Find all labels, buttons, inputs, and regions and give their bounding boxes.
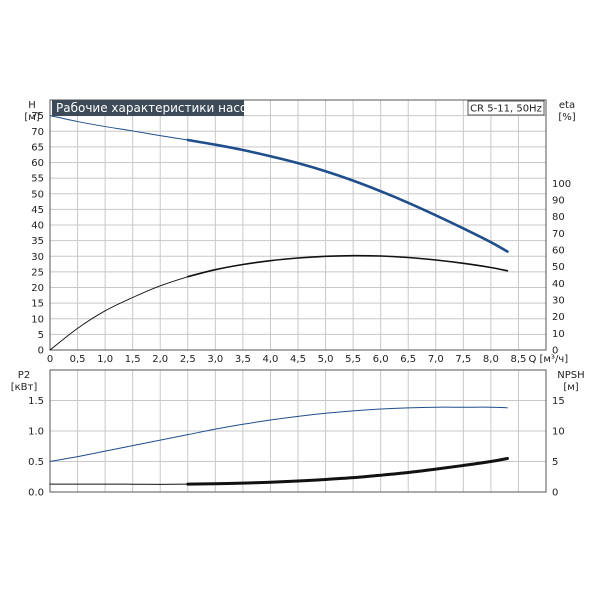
y-tick-label-left: 40 xyxy=(31,221,44,232)
npsh-curve-line-bold xyxy=(186,456,509,486)
x-tick-label: 2,0 xyxy=(152,354,168,365)
x-tick-label: 7,0 xyxy=(428,354,444,365)
x-tick-label: 0 xyxy=(47,354,53,365)
y-tick-label-left: 10 xyxy=(31,314,44,325)
x-tick-label: 8,5 xyxy=(510,354,526,365)
y-axis-label-right: eta xyxy=(559,100,575,111)
power-curve-line xyxy=(49,406,508,462)
y-tick-label-right: 80 xyxy=(552,212,565,223)
y-tick-label-right: 70 xyxy=(552,229,565,240)
x-tick-label: 2,5 xyxy=(180,354,196,365)
x-tick-label: 7,5 xyxy=(455,354,471,365)
y-tick-label-left: 50 xyxy=(31,189,44,200)
head-curve-line-bold xyxy=(186,138,509,253)
y-tick-label-right: 50 xyxy=(552,262,565,273)
y2-tick-label-right: 0 xyxy=(552,488,558,499)
x-tick-label: 6,5 xyxy=(400,354,416,365)
top-plot-frame xyxy=(49,99,547,351)
x-tick-label: 1,5 xyxy=(125,354,141,365)
y2-tick-label-right: 10 xyxy=(552,427,565,438)
y-axis-label-left: H xyxy=(28,100,36,111)
y2-axis-unit-right: [м] xyxy=(563,382,578,393)
y-tick-label-left: 45 xyxy=(31,205,44,216)
y-tick-label-left: 30 xyxy=(31,252,44,263)
x-tick-label: 5,5 xyxy=(345,354,361,365)
x-tick-label: 3,5 xyxy=(235,354,251,365)
y-tick-label-right: 30 xyxy=(552,296,565,307)
y-tick-label-left: 20 xyxy=(31,283,44,294)
y2-axis-label-left: P2 xyxy=(18,370,30,381)
y-tick-label-left: 70 xyxy=(31,127,44,138)
y-axis-unit-left: [м] xyxy=(24,112,39,123)
y-tick-label-right: 40 xyxy=(552,279,565,290)
x-tick-label: 1,0 xyxy=(97,354,113,365)
y-tick-label-right: 90 xyxy=(552,196,565,207)
x-tick-label: 4,0 xyxy=(262,354,278,365)
y-tick-label-left: 25 xyxy=(31,267,44,278)
x-tick-label: 5,0 xyxy=(318,354,334,365)
y-tick-label-left: 65 xyxy=(31,142,44,153)
y-tick-label-left: 0 xyxy=(38,346,44,357)
y-tick-label-right: 10 xyxy=(552,329,565,340)
y-tick-label-left: 35 xyxy=(31,236,44,247)
y-tick-label-left: 55 xyxy=(31,174,44,185)
y2-tick-label-left: 1.5 xyxy=(28,396,44,407)
y-tick-label-right: 60 xyxy=(552,246,565,257)
y2-tick-label-left: 1.0 xyxy=(28,427,44,438)
chart-title-background xyxy=(52,100,244,116)
bottom-plot-frame xyxy=(49,369,547,493)
y-tick-label-left: 75 xyxy=(31,111,44,122)
y2-tick-label-right: 15 xyxy=(552,396,565,407)
x-tick-label: 6,0 xyxy=(373,354,389,365)
y2-tick-label-left: 0.5 xyxy=(28,457,44,468)
chart-title: Рабочие характеристики насоса xyxy=(56,101,261,115)
y-tick-label-left: 5 xyxy=(38,330,44,341)
x-tick-label: 0,5 xyxy=(70,354,86,365)
y2-axis-label-right: NPSH xyxy=(557,370,584,381)
efficiency-curve-line-thin xyxy=(49,276,189,351)
x-tick-label: 8,0 xyxy=(483,354,499,365)
y-tick-label-right: 100 xyxy=(552,179,571,190)
head-curve-line-thin xyxy=(49,115,189,141)
y-tick-label-right: 20 xyxy=(552,312,565,323)
y2-axis-unit-left: [кВт] xyxy=(11,382,38,393)
efficiency-curve-line-bold xyxy=(186,254,509,278)
y-tick-label-left: 60 xyxy=(31,158,44,169)
x-tick-label: 4,5 xyxy=(290,354,306,365)
y-tick-label-right: 0 xyxy=(552,346,558,357)
model-label: CR 5-11, 50Hz xyxy=(470,104,542,115)
model-label-box xyxy=(467,100,545,116)
y-tick-label-left: 15 xyxy=(31,299,44,310)
x-axis-label: Q [м³/ч] xyxy=(528,354,568,365)
x-tick-label: 3,0 xyxy=(207,354,223,365)
y-axis-unit-right: [%] xyxy=(558,112,575,123)
y2-tick-label-left: 0.0 xyxy=(28,488,44,499)
y2-tick-label-right: 5 xyxy=(552,457,558,468)
